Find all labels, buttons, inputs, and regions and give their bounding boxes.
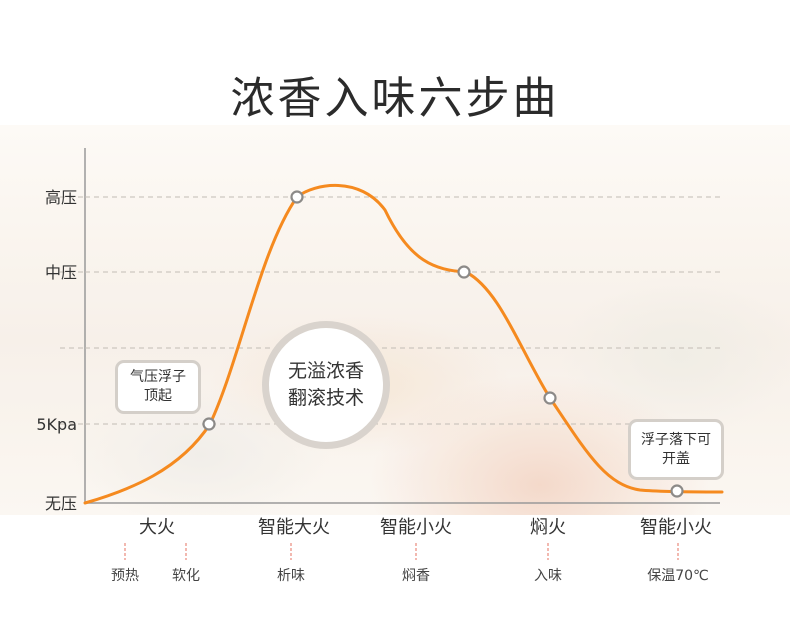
step-label: 入味: [534, 568, 562, 584]
y-axis-label: 中压: [45, 263, 77, 282]
curve-marker: [290, 190, 304, 204]
feature-bubble-text: 无溢浓香翻滚技术: [287, 360, 364, 409]
callout-float-up-text: 气压浮子顶起: [130, 369, 186, 404]
callout-float-up: 气压浮子顶起: [115, 360, 201, 414]
step-label: 预热: [111, 568, 139, 584]
stage-label: 智能小火: [640, 517, 712, 538]
y-axis-label: 无压: [45, 494, 77, 513]
feature-bubble: 无溢浓香翻滚技术: [262, 321, 390, 449]
stage-label: 智能大火: [258, 517, 330, 538]
curve-marker: [543, 391, 557, 405]
step-label: 软化: [172, 568, 200, 584]
step-label: 析味: [277, 568, 305, 584]
step-label: 焖香: [402, 568, 430, 584]
y-axis-label: 高压: [45, 188, 77, 207]
stage-label: 焖火: [530, 517, 566, 538]
curve-marker: [202, 417, 216, 431]
stage-label: 智能小火: [380, 517, 452, 538]
step-label: 保温70℃: [647, 568, 709, 584]
curve-marker: [670, 484, 684, 498]
callout-float-down-text: 浮子落下可开盖: [641, 431, 711, 467]
callout-float-down: 浮子落下可开盖: [628, 419, 724, 480]
pressure-curve-line: [83, 183, 724, 505]
page-title: 浓香入味六步曲: [230, 73, 560, 124]
y-axis-label: 5Kpa: [36, 415, 77, 434]
stage-label: 大火: [139, 517, 175, 538]
curve-marker: [457, 265, 471, 279]
